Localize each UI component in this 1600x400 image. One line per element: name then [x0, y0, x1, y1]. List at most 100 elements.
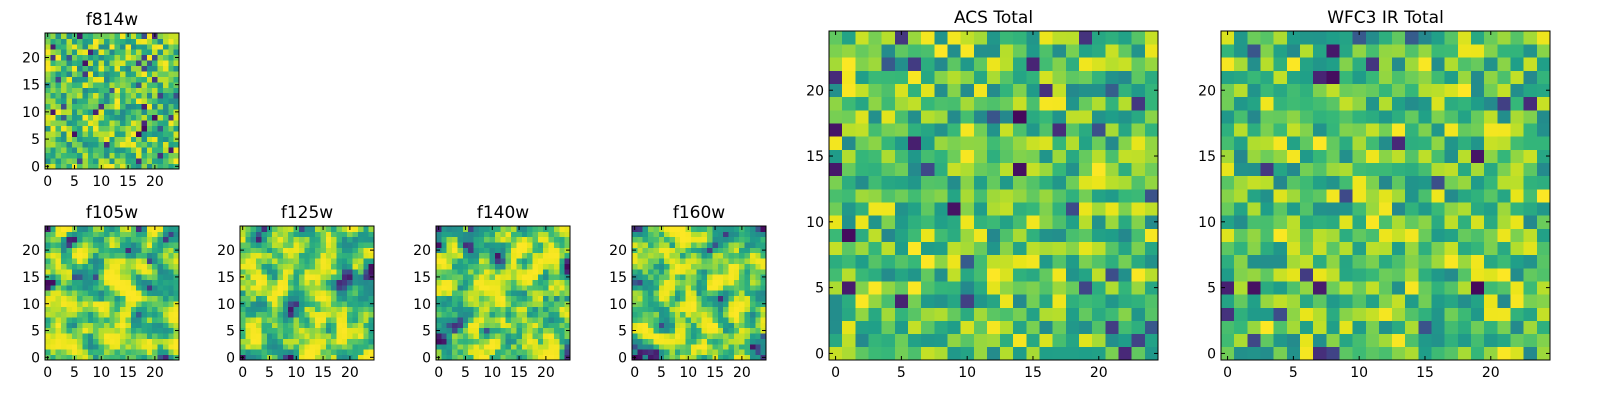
heatmap-cell [521, 274, 528, 280]
heatmap-cell [717, 306, 724, 313]
heatmap-cell [109, 311, 116, 318]
heatmap-cell [66, 322, 73, 329]
heatmap-cell [1471, 123, 1485, 137]
heatmap-cell [1118, 31, 1133, 45]
heatmap-cell [1313, 281, 1327, 295]
heatmap-cell [632, 268, 638, 275]
heatmap-cell [489, 349, 496, 356]
y-tick-label: 10 [609, 297, 627, 313]
heatmap-cell [1444, 31, 1459, 45]
heatmap-cell [739, 263, 745, 270]
heatmap-cell [136, 109, 142, 115]
heatmap-cell [1378, 215, 1393, 229]
heatmap-cell [1418, 281, 1432, 295]
heatmap-cell [125, 76, 132, 83]
heatmap-cell [352, 274, 359, 280]
heatmap-cell [680, 247, 686, 254]
heatmap-cell [441, 343, 448, 350]
heatmap-cell [71, 49, 78, 56]
heatmap-cell [341, 322, 348, 329]
heatmap-cell [82, 120, 89, 126]
heatmap-cell [45, 43, 51, 50]
heatmap-cell [82, 226, 89, 232]
heatmap-cell [1079, 83, 1093, 98]
heatmap-cell [136, 130, 142, 137]
heatmap-cell [82, 311, 89, 318]
heatmap-cell [66, 76, 73, 83]
heatmap-cell [173, 284, 180, 291]
heatmap-cell [653, 290, 660, 297]
heatmap-cell [1234, 83, 1248, 98]
heatmap-cell [537, 279, 544, 286]
heatmap-cell [1523, 281, 1538, 295]
heatmap-cell [744, 343, 751, 350]
heatmap-cell [489, 322, 496, 329]
heatmap-cell [1457, 57, 1472, 71]
heatmap-cell [141, 49, 148, 56]
heatmap-cell [543, 333, 549, 339]
heatmap-cell [473, 322, 480, 329]
heatmap-cell [521, 247, 528, 254]
heatmap-cell [109, 49, 116, 56]
heatmap-cell [71, 81, 78, 88]
heatmap-cell [723, 338, 729, 345]
heatmap-cell [357, 354, 364, 361]
heatmap-cell [325, 290, 332, 297]
heatmap-cell [1144, 320, 1159, 335]
heatmap-cell [728, 338, 735, 345]
heatmap-cell [93, 263, 99, 270]
heatmap-cell [1536, 83, 1551, 98]
heatmap-cell [61, 130, 67, 137]
heatmap-cell [45, 258, 51, 264]
heatmap-cell [436, 317, 442, 323]
heatmap-cell [637, 274, 644, 280]
heatmap-cell [130, 87, 137, 94]
heatmap-cell [309, 333, 316, 339]
heatmap-cell [921, 294, 935, 308]
heatmap-cell [1405, 31, 1419, 45]
heatmap-cell [1065, 267, 1080, 282]
x-tick-label: 5 [70, 174, 79, 190]
heatmap-cell [61, 125, 67, 132]
heatmap-cell [696, 354, 703, 361]
heatmap-cell [168, 71, 175, 77]
heatmap-cell [261, 268, 268, 275]
heatmap-cell [462, 317, 469, 323]
heatmap-cell [1247, 254, 1261, 269]
heatmap-cell [87, 322, 94, 329]
heatmap-cell [1221, 215, 1235, 229]
heatmap-cell [559, 268, 566, 275]
heatmap-cell [315, 354, 321, 361]
heatmap-cell [55, 349, 62, 356]
heatmap-cell [93, 136, 99, 143]
heatmap-cell [298, 306, 305, 313]
heatmap-cell [1026, 31, 1040, 45]
heatmap-cell [1484, 123, 1498, 137]
heatmap-cell [256, 284, 262, 291]
heatmap-cell [690, 231, 697, 238]
heatmap-cell [1118, 123, 1133, 137]
heatmap-cell [553, 295, 560, 302]
heatmap-cell [1079, 31, 1093, 45]
heatmap-cell [1471, 202, 1485, 216]
heatmap-cell [553, 274, 560, 280]
x-tick-label: 10 [958, 365, 976, 381]
heatmap-cell [61, 109, 67, 115]
heatmap-cell [947, 215, 961, 229]
heatmap-cell [1013, 188, 1027, 203]
heatmap-cell [168, 38, 175, 45]
heatmap-cell [1510, 70, 1525, 85]
heatmap-cell [109, 33, 116, 39]
heatmap-cell [564, 263, 571, 270]
heatmap-cell [436, 333, 442, 339]
heatmap-cell [532, 290, 539, 297]
heatmap-cell [82, 301, 89, 307]
heatmap-cell [146, 311, 153, 318]
heatmap-cell [749, 252, 756, 259]
heatmap-cell [1431, 202, 1446, 216]
heatmap-cell [505, 301, 512, 307]
heatmap-cell [272, 338, 278, 345]
heatmap-cell [98, 327, 105, 334]
heatmap-cell [1052, 109, 1067, 124]
